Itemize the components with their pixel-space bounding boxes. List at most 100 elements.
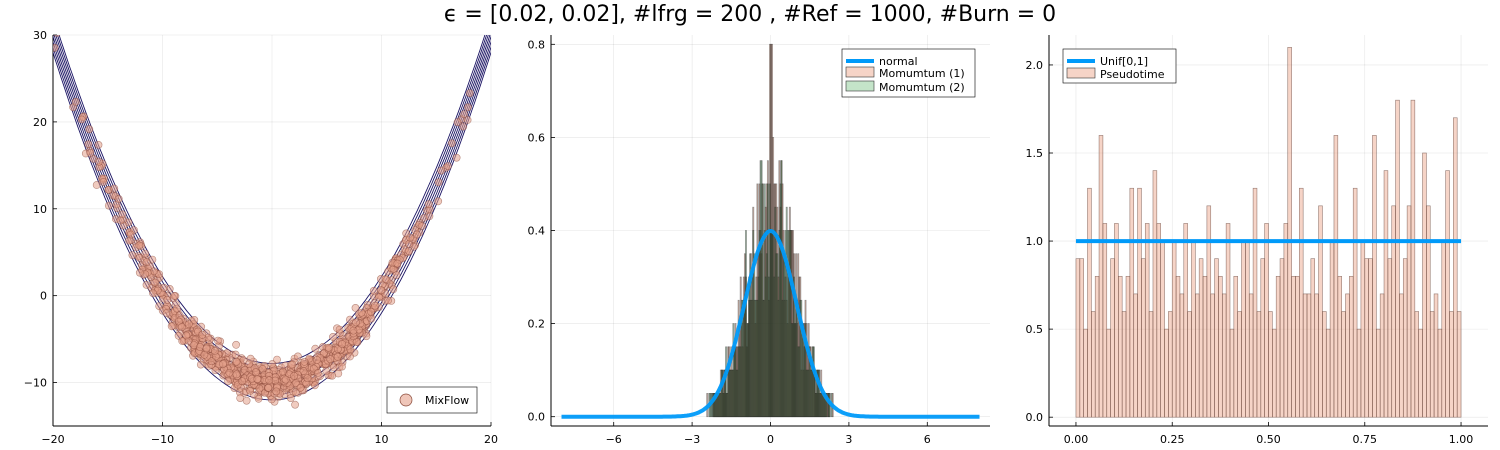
y-tick-label: 0 [40,290,47,303]
scatter-point [218,360,227,368]
histogram-bar [800,299,803,418]
y-tick-label: 0.6 [528,131,546,144]
histogram-bar [803,346,806,418]
histogram-bar [1191,240,1196,418]
scatter-point [310,381,319,390]
histogram-bar [1233,275,1238,418]
scatter-point [71,97,80,106]
histogram-bar [1114,223,1119,418]
histogram-bar [815,393,817,418]
histogram-bar [827,393,830,418]
histogram-bar [736,346,739,418]
histogram-bar [1148,311,1154,418]
histogram-bar [1449,311,1454,418]
scatter-point [210,346,219,355]
histogram-bar [747,323,749,418]
scatter-point [464,103,472,112]
scatter-point [453,118,462,127]
x-tick-label: 10 [375,433,389,446]
scatter-point [463,116,472,124]
histogram-bar [1441,240,1446,418]
histogram-bar [1325,328,1331,418]
histogram-bar [745,276,747,418]
scatter-point [172,304,181,313]
x-tick-label: −20 [41,433,64,446]
histogram-bar [772,136,775,418]
histogram-bar [1079,258,1084,418]
scatter-point [104,201,113,210]
histogram-bar [782,230,785,418]
scatter-point [53,35,61,37]
scatter-point [196,343,204,351]
histogram-bar [1195,293,1200,418]
scatter-point [392,271,401,280]
histogram-bar [1426,205,1431,418]
histogram-bar [807,323,810,418]
histogram-bar [796,323,799,418]
histogram-bar [820,393,823,418]
histogram-bar [751,299,754,418]
histogram-bar [752,230,755,418]
scatter-point [135,268,144,277]
histogram-bar [1241,240,1246,418]
scatter-point [184,320,193,329]
x-tick-label: 3 [845,433,852,446]
scatter-point [452,153,461,162]
scatter-point [246,386,255,395]
scatter-point [142,258,151,267]
histogram-bar [748,299,750,418]
histogram-bar [798,346,801,418]
histogram-bar [1379,293,1385,418]
histogram-bar [1187,311,1192,418]
histogram-bar [762,299,765,418]
histogram-bar [1291,275,1296,418]
y-tick-label: 2.0 [1026,59,1044,72]
scatter-point [425,212,434,221]
histogram-bar [812,346,815,418]
histogram-bar [764,206,767,418]
histogram-bar [745,230,747,418]
scatter-point [371,301,379,310]
scatter-point [434,178,443,187]
scatter-point [177,323,186,331]
x-tick-label: −3 [684,433,700,446]
histogram-bar [1402,258,1408,418]
histogram-bar [1164,328,1169,418]
histogram-bar [738,346,741,418]
scatter-point [273,355,281,364]
histogram-bar [786,323,789,418]
histogram-bar [737,346,740,418]
histogram-bar [1225,223,1231,418]
scatter-point [329,363,338,372]
scatter-point [402,229,411,238]
histogram-bar [788,230,791,418]
histogram-bar [808,346,811,418]
histogram-bar [799,276,802,418]
scatter-point [182,331,191,340]
scatter-point [329,332,337,341]
histogram-bar [1248,293,1254,418]
histogram-bar [1210,293,1215,418]
histogram-bar [718,393,721,418]
histogram-bar [783,299,786,418]
scatter-point [114,194,123,203]
histogram-bar [741,346,744,418]
histogram-bar [1418,328,1423,418]
x-tick-label: 0 [767,433,774,446]
scatter-point [328,371,337,380]
histogram-bar [825,393,828,418]
histogram-bar [1322,311,1327,418]
histogram-bar [805,323,808,418]
scatter-point [252,368,260,377]
histogram-bar [1141,258,1146,418]
chart-title: ϵ = [0.02, 0.02], #lfrg = 200 , #Ref = 1… [443,2,1057,27]
histogram-bar [1218,275,1223,418]
histogram-bar [1144,223,1150,418]
y-tick-label: 0.0 [1026,411,1044,424]
histogram-bar [778,160,781,418]
scatter-point [303,374,312,383]
scatter-point [53,43,59,52]
histogram-bar [1272,328,1277,418]
histogram-bar [735,346,738,418]
